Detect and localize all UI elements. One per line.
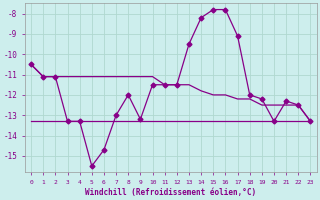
X-axis label: Windchill (Refroidissement éolien,°C): Windchill (Refroidissement éolien,°C) xyxy=(85,188,256,197)
